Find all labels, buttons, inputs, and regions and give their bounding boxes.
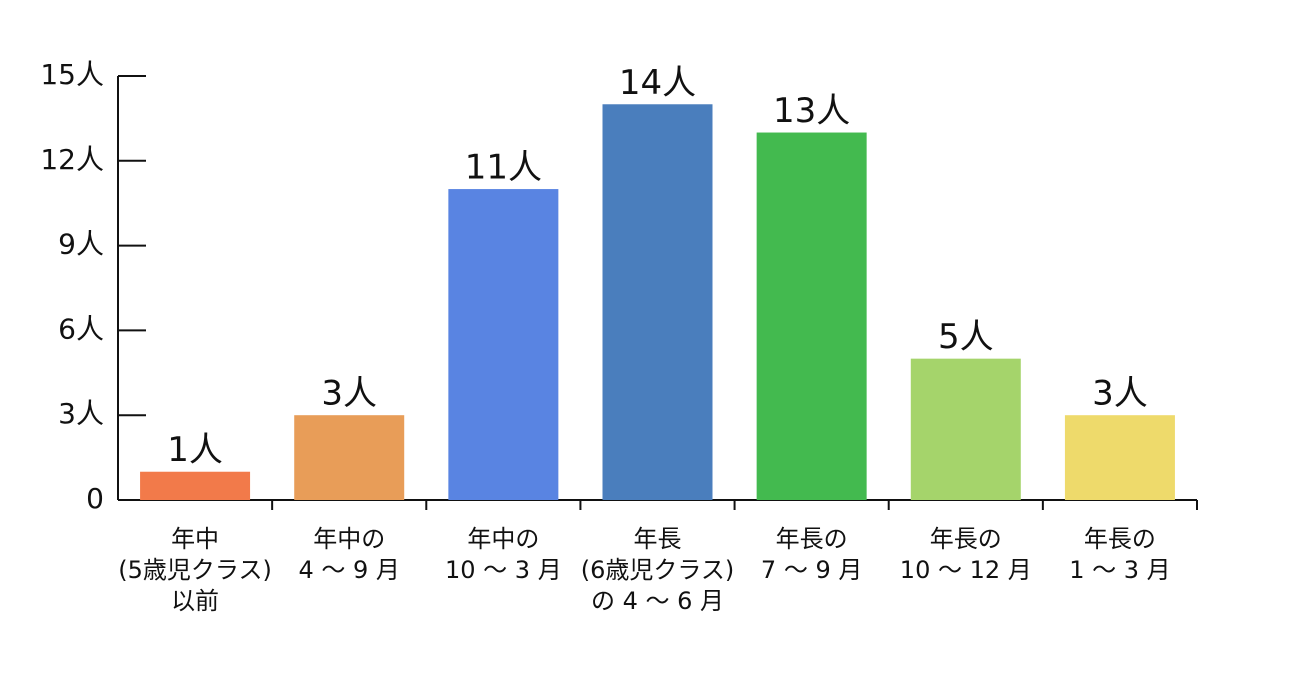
y-tick-label: 15人 (40, 58, 104, 91)
value-label: 14人 (619, 63, 696, 103)
x-tick-label: 年中 (171, 525, 219, 553)
x-tick-label: 10 〜 12 月 (900, 556, 1032, 584)
x-tick-label: 年中の (467, 525, 539, 553)
value-label: 11人 (465, 148, 542, 188)
x-tick-label: 1 〜 3 月 (1069, 556, 1170, 584)
value-label: 13人 (773, 91, 850, 131)
bar (294, 415, 405, 500)
x-tick-label: 年長の (930, 525, 1002, 553)
x-tick-label: 7 〜 9 月 (761, 556, 862, 584)
x-tick-label: 年長の (1084, 525, 1156, 553)
bar (1064, 415, 1175, 500)
y-tick-label: 3人 (58, 397, 104, 430)
value-label: 5人 (938, 317, 994, 357)
y-tick-label: 6人 (58, 312, 104, 345)
x-tick-label: 以前 (171, 587, 219, 615)
bar (602, 104, 713, 501)
x-tick-label: (5歳児クラス) (118, 556, 272, 584)
y-tick-label: 0 (86, 482, 104, 515)
x-tick-label: の 4 〜 6 月 (591, 587, 724, 615)
bar (140, 471, 251, 500)
x-tick-label: 10 〜 3 月 (445, 556, 562, 584)
bar (756, 132, 867, 501)
x-tick-label: (6歳児クラス) (581, 556, 735, 584)
x-tick-label: 年中の (313, 525, 385, 553)
value-label: 1人 (167, 430, 223, 470)
value-label: 3人 (321, 374, 377, 414)
x-tick-label: 年長 (634, 525, 682, 553)
bar (448, 189, 559, 501)
value-label: 3人 (1092, 374, 1148, 414)
y-tick-label: 9人 (58, 228, 104, 261)
bar (910, 358, 1021, 500)
y-tick-label: 12人 (40, 143, 104, 176)
x-tick-label: 年長の (776, 525, 848, 553)
x-tick-label: 4 〜 9 月 (298, 556, 399, 584)
